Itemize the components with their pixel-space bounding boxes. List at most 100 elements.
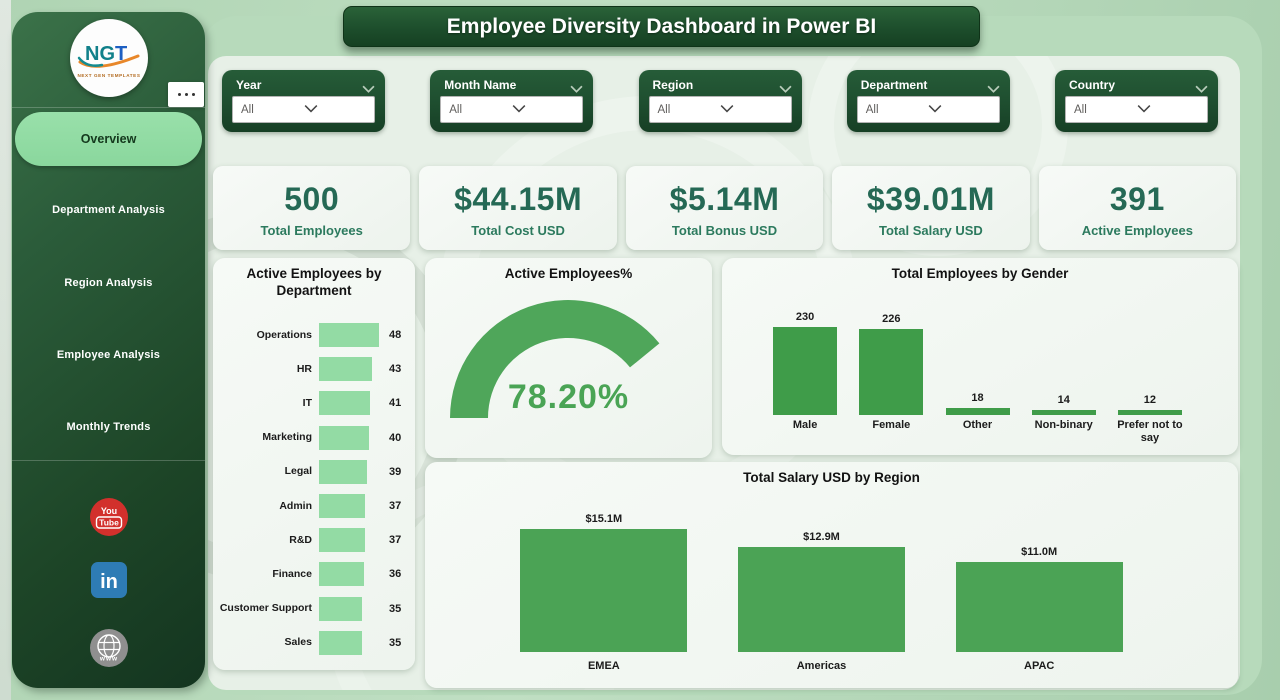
chevron-down-icon[interactable] bbox=[362, 80, 375, 98]
filter-month-name: Month Name All bbox=[430, 70, 594, 132]
bar[interactable] bbox=[859, 328, 924, 415]
title-banner: Employee Diversity Dashboard in Power BI bbox=[343, 6, 980, 47]
chart-active-employees-percent-gauge: Active Employees% 78.20% bbox=[425, 258, 712, 458]
bar[interactable] bbox=[955, 562, 1123, 652]
chart-column: $15.1M bbox=[495, 492, 713, 652]
dept-bar-row: Admin 37 bbox=[217, 489, 413, 523]
page-title: Employee Diversity Dashboard in Power BI bbox=[446, 14, 877, 38]
chart-title: Active Employees by Department bbox=[246, 266, 382, 298]
bar[interactable] bbox=[520, 529, 688, 652]
filter-dropdown[interactable]: All bbox=[856, 96, 1000, 123]
bar[interactable] bbox=[319, 425, 369, 450]
sidebar-divider bbox=[12, 460, 205, 461]
chevron-down-icon[interactable] bbox=[778, 80, 792, 98]
sidebar-item-overview[interactable]: Overview bbox=[15, 112, 202, 166]
category-label: HR bbox=[296, 362, 312, 375]
svg-text:NGT: NGT bbox=[85, 43, 127, 65]
bar[interactable] bbox=[319, 528, 365, 553]
sidebar-item-region-analysis[interactable]: Region Analysis bbox=[64, 277, 153, 289]
filter-label: Region bbox=[652, 78, 694, 92]
chart-total-salary-usd-by-region: Total Salary USD by Region $15.1M $12.9M $… bbox=[425, 462, 1238, 688]
category-label: Finance bbox=[272, 567, 312, 580]
kpi-card-total-cost-usd: $44.15M Total Cost USD bbox=[419, 166, 617, 250]
chevron-down-icon[interactable] bbox=[987, 80, 1000, 98]
more-options-button[interactable] bbox=[168, 82, 204, 107]
svg-text:in: in bbox=[100, 571, 118, 593]
svg-text:You: You bbox=[100, 506, 116, 516]
data-label: 39 bbox=[389, 465, 402, 478]
data-label: $12.9M bbox=[803, 530, 840, 543]
chart-column: 230 bbox=[762, 288, 848, 415]
filter-label: Year bbox=[236, 78, 262, 92]
dept-bar-row: Customer Support 35 bbox=[217, 592, 413, 626]
dept-bar-row: HR 43 bbox=[217, 352, 413, 386]
category-label: Other bbox=[962, 419, 993, 431]
filter-dropdown[interactable]: All bbox=[232, 96, 375, 123]
chart-column: 18 bbox=[934, 288, 1020, 415]
chart-title: Total Employees by Gender bbox=[891, 266, 1069, 281]
bar[interactable] bbox=[1031, 409, 1096, 415]
kpi-label: Total Salary USD bbox=[879, 222, 983, 238]
kpi-value: $39.01M bbox=[866, 180, 995, 217]
bar[interactable] bbox=[319, 459, 368, 484]
data-label: 12 bbox=[1143, 394, 1157, 407]
chart-column: 12 bbox=[1107, 288, 1193, 415]
category-label: Male bbox=[792, 419, 818, 431]
bar[interactable] bbox=[319, 494, 365, 519]
category-label: IT bbox=[302, 396, 312, 409]
bar[interactable] bbox=[319, 562, 364, 587]
dept-bar-row: Operations 48 bbox=[217, 318, 413, 352]
sidebar-item-monthly-trends[interactable]: Monthly Trends bbox=[66, 421, 151, 433]
bar[interactable] bbox=[319, 391, 370, 416]
filter-value: All bbox=[865, 103, 879, 116]
bar[interactable] bbox=[773, 327, 838, 415]
bar[interactable] bbox=[738, 546, 905, 652]
kpi-value: $5.14M bbox=[669, 180, 780, 217]
kpi-label: Total Bonus USD bbox=[671, 222, 778, 238]
chart-column: $11.0M bbox=[930, 492, 1148, 652]
dot-icon bbox=[191, 93, 195, 96]
chevron-down-icon[interactable] bbox=[1195, 80, 1208, 98]
category-label: Sales bbox=[284, 636, 312, 649]
website-globe-icon[interactable]: www bbox=[89, 629, 128, 672]
chart-total-employees-by-gender: Total Employees by Gender 230 226 18 14 12 M… bbox=[722, 258, 1238, 455]
filter-dropdown[interactable]: All bbox=[1065, 96, 1208, 123]
data-label: 35 bbox=[389, 602, 402, 615]
linkedin-icon[interactable]: in bbox=[90, 562, 127, 603]
region-category-labels: EMEA Americas APAC bbox=[495, 660, 1148, 676]
youtube-icon[interactable]: You Tube bbox=[89, 498, 128, 541]
category-label: Customer Support bbox=[219, 602, 312, 615]
dot-icon bbox=[177, 93, 181, 96]
category-label: Operations bbox=[256, 328, 312, 341]
filter-dropdown[interactable]: All bbox=[440, 96, 584, 123]
filter-value: All bbox=[449, 103, 463, 116]
data-label: 230 bbox=[795, 311, 815, 323]
chevron-down-icon[interactable] bbox=[570, 80, 583, 98]
kpi-label: Total Employees bbox=[260, 222, 363, 238]
bar[interactable] bbox=[945, 408, 1010, 415]
filter-year: Year All bbox=[222, 70, 385, 132]
filter-dropdown[interactable]: All bbox=[648, 96, 792, 123]
svg-text:www: www bbox=[98, 656, 117, 663]
bar[interactable] bbox=[319, 357, 373, 382]
bar[interactable] bbox=[1117, 410, 1182, 415]
bar[interactable] bbox=[319, 630, 363, 655]
category-label: Marketing bbox=[262, 431, 312, 444]
chevron-down-icon bbox=[928, 104, 991, 116]
ngt-logo: NGT NEXT GEN TEMPLATES bbox=[69, 19, 148, 97]
dept-bar-row: Finance 36 bbox=[217, 557, 413, 591]
bar[interactable] bbox=[319, 596, 363, 621]
data-label: $11.0M bbox=[1021, 546, 1058, 559]
bar[interactable] bbox=[319, 323, 379, 348]
sidebar-item-department-analysis[interactable]: Department Analysis bbox=[52, 204, 165, 216]
sidebar-item-employee-analysis[interactable]: Employee Analysis bbox=[56, 349, 161, 361]
chevron-down-icon bbox=[1137, 104, 1200, 116]
data-label: 40 bbox=[389, 431, 402, 444]
category-label: Admin bbox=[279, 499, 312, 512]
data-label: 37 bbox=[389, 500, 402, 513]
kpi-card-total-salary-usd: $39.01M Total Salary USD bbox=[832, 166, 1030, 250]
chart-title: Active Employees% bbox=[504, 266, 633, 281]
category-label: Prefer not to say bbox=[1117, 419, 1183, 445]
filter-value: All bbox=[657, 103, 671, 116]
data-label: $15.1M bbox=[585, 513, 623, 525]
